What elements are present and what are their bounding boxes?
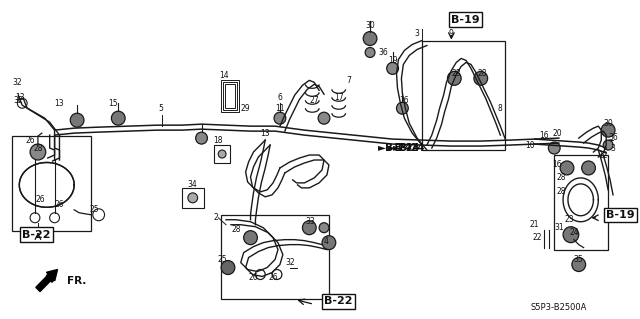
Text: 32: 32 <box>285 258 294 267</box>
Circle shape <box>218 150 226 158</box>
Circle shape <box>30 144 46 160</box>
Text: 16: 16 <box>540 130 549 140</box>
Text: 32: 32 <box>13 78 22 87</box>
Text: 36: 36 <box>608 133 618 142</box>
Text: B-19: B-19 <box>606 210 635 220</box>
Text: 16: 16 <box>552 160 562 169</box>
Circle shape <box>363 32 377 46</box>
Circle shape <box>70 113 84 127</box>
Circle shape <box>447 71 461 85</box>
Text: 16: 16 <box>399 96 409 105</box>
Text: 14: 14 <box>220 71 229 80</box>
Circle shape <box>318 112 330 124</box>
Text: ►B-24: ►B-24 <box>378 143 413 153</box>
Text: 17: 17 <box>334 93 344 102</box>
Circle shape <box>196 132 207 144</box>
Bar <box>182 188 204 208</box>
Text: 3: 3 <box>415 29 420 38</box>
FancyArrow shape <box>36 270 58 292</box>
Bar <box>223 82 237 110</box>
Text: 30: 30 <box>365 21 375 30</box>
Text: 21: 21 <box>530 220 540 229</box>
Text: 13: 13 <box>54 99 64 108</box>
Text: 25: 25 <box>218 255 227 264</box>
Circle shape <box>365 48 375 57</box>
Circle shape <box>548 142 560 154</box>
Circle shape <box>244 231 257 245</box>
Text: 28: 28 <box>478 69 488 78</box>
Text: 35: 35 <box>574 255 584 264</box>
Circle shape <box>319 223 329 233</box>
Text: 25: 25 <box>90 205 100 214</box>
Circle shape <box>303 221 316 235</box>
Bar <box>554 155 608 249</box>
Text: 19: 19 <box>388 56 397 65</box>
Text: 23: 23 <box>564 215 573 224</box>
Text: 32: 32 <box>13 96 23 105</box>
Bar <box>214 145 230 163</box>
Text: 28: 28 <box>556 187 566 197</box>
Text: 2: 2 <box>214 213 219 222</box>
Text: 3: 3 <box>611 144 616 152</box>
Bar <box>12 136 91 231</box>
Circle shape <box>188 193 198 203</box>
Text: 34: 34 <box>188 180 198 189</box>
Circle shape <box>560 161 574 175</box>
Circle shape <box>111 111 125 125</box>
Text: 13: 13 <box>260 129 270 137</box>
Text: 10: 10 <box>525 141 534 150</box>
Text: 26: 26 <box>268 273 278 282</box>
Text: 18: 18 <box>214 136 223 145</box>
Text: 26: 26 <box>35 195 45 204</box>
Text: 8: 8 <box>498 104 503 113</box>
Text: S5P3-B2500A: S5P3-B2500A <box>531 303 588 312</box>
Text: 15: 15 <box>109 99 118 108</box>
Text: 4: 4 <box>324 237 328 246</box>
Text: 9: 9 <box>449 29 454 38</box>
Text: 27: 27 <box>309 96 319 105</box>
Text: 13: 13 <box>15 93 25 102</box>
Text: 29: 29 <box>241 104 250 113</box>
Circle shape <box>397 102 408 114</box>
Text: 6: 6 <box>278 93 282 102</box>
Circle shape <box>387 63 399 74</box>
Text: B-22: B-22 <box>324 296 353 306</box>
Text: 26: 26 <box>25 136 35 145</box>
Text: 28: 28 <box>33 144 43 152</box>
Text: ►B-24: ►B-24 <box>392 143 425 153</box>
Circle shape <box>582 161 595 175</box>
Text: 33: 33 <box>305 217 315 226</box>
Circle shape <box>221 261 235 274</box>
Circle shape <box>604 140 613 150</box>
Bar <box>422 41 505 150</box>
Circle shape <box>563 227 579 243</box>
Text: 26: 26 <box>249 273 259 282</box>
Text: 28: 28 <box>452 69 461 78</box>
Text: FR.: FR. <box>67 277 87 286</box>
Bar <box>225 84 235 108</box>
Text: B-19: B-19 <box>451 15 480 25</box>
Text: 30: 30 <box>604 119 613 128</box>
Text: 36: 36 <box>378 48 388 57</box>
Text: 31: 31 <box>554 223 564 232</box>
Text: 22: 22 <box>533 233 542 242</box>
Circle shape <box>601 123 615 137</box>
Text: 24: 24 <box>569 228 579 237</box>
Circle shape <box>322 236 336 249</box>
Bar <box>221 80 239 112</box>
Text: ►B-24: ►B-24 <box>388 143 420 153</box>
Text: 26: 26 <box>54 200 64 209</box>
Text: 5: 5 <box>158 104 163 113</box>
Circle shape <box>474 71 488 85</box>
Text: 12: 12 <box>598 151 608 160</box>
Text: 28: 28 <box>231 225 241 234</box>
Text: 11: 11 <box>275 104 285 113</box>
Circle shape <box>572 257 586 271</box>
Text: 7: 7 <box>346 76 351 85</box>
Text: 28: 28 <box>556 174 566 182</box>
Circle shape <box>274 112 286 124</box>
Text: B-22: B-22 <box>22 230 51 240</box>
Bar <box>221 215 329 300</box>
Text: 20: 20 <box>552 129 562 137</box>
